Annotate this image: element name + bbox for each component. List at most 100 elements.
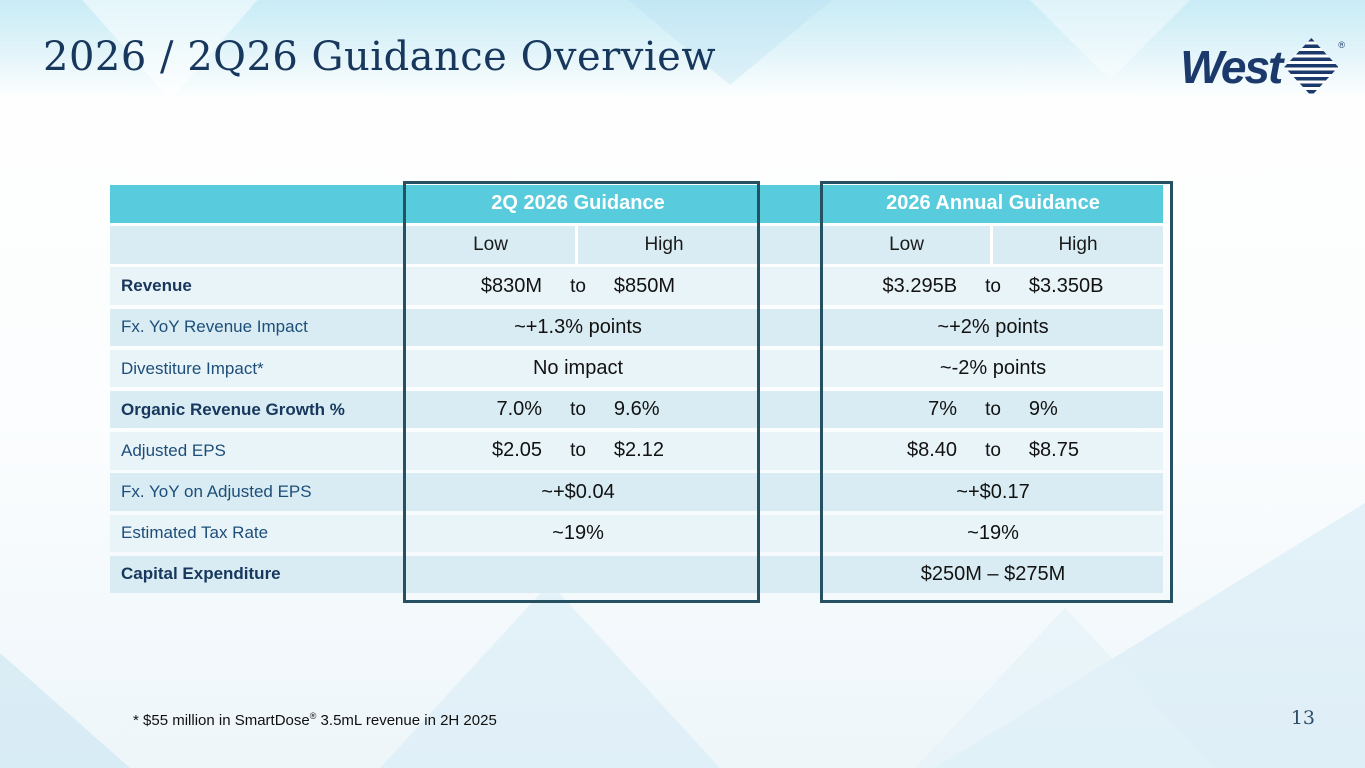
- range-connector: to: [985, 440, 1001, 462]
- range-low: 7%: [928, 398, 958, 421]
- subheader-2q-high: High: [578, 226, 750, 264]
- range-connector: to: [985, 399, 1001, 421]
- range-connector: to: [570, 275, 586, 297]
- single-value: ~+2% points: [937, 315, 1049, 338]
- spacer-cell: [750, 267, 823, 305]
- footnote-prefix: * $55 million in SmartDose: [133, 712, 310, 729]
- row-label-text: Divestiture Impact*: [121, 358, 264, 378]
- west-logo: West ®: [1180, 38, 1345, 96]
- range-low: $2.05: [492, 439, 543, 462]
- row-label-text: Adjusted EPS: [121, 440, 226, 460]
- range-high: $3.350B: [1028, 274, 1104, 297]
- annual-value-cell: ~19%: [823, 514, 1163, 552]
- spacer-cell: [750, 432, 823, 470]
- group-header-2q-text: 2Q 2026 Guidance: [491, 192, 665, 215]
- row-label-text: Estimated Tax Rate: [121, 523, 269, 543]
- table-row: Revenue $830M to $850M $3.295B to $3.350B: [110, 267, 1163, 305]
- west-wordmark: West: [1180, 41, 1283, 93]
- q2-value-cell: No impact: [406, 349, 750, 388]
- table-header-row: 2Q 2026 Guidance 2026 Annual Guidance: [110, 185, 1163, 223]
- q2-value-cell: ~+1.3% points: [406, 308, 750, 347]
- west-diamond-icon: [1284, 38, 1339, 96]
- annual-value-cell: ~+$0.17: [823, 473, 1163, 511]
- spacer-cell: [750, 473, 823, 511]
- annual-value-cell: ~+2% points: [823, 308, 1163, 347]
- single-value: ~+$0.17: [956, 480, 1030, 503]
- range-value: 7.0% to 9.6%: [496, 398, 659, 421]
- q2-value-cell: [406, 555, 750, 594]
- range-value: $8.40 to $8.75: [907, 439, 1079, 462]
- range-value: $830M to $850M: [481, 275, 675, 298]
- row-label: Adjusted EPS: [110, 432, 406, 470]
- spacer-cell: [750, 514, 823, 552]
- row-label-text: Organic Revenue Growth %: [121, 399, 345, 419]
- range-high: 9.6%: [613, 398, 660, 421]
- group-header-annual: 2026 Annual Guidance: [823, 185, 1163, 223]
- group-header-annual-text: 2026 Annual Guidance: [886, 192, 1100, 215]
- q2-value-cell: $830M to $850M: [406, 267, 750, 305]
- registered-mark: ®: [309, 711, 317, 721]
- annual-value-cell: $8.40 to $8.75: [823, 432, 1163, 470]
- spacer-cell: [750, 308, 823, 347]
- subheader-label-cell: [110, 226, 406, 264]
- row-label: Estimated Tax Rate: [110, 514, 406, 552]
- group-header-2q: 2Q 2026 Guidance: [406, 185, 750, 223]
- header-label-cell: [110, 185, 406, 223]
- range-value: $2.05 to $2.12: [492, 439, 664, 462]
- table-row: Adjusted EPS $2.05 to $2.12 $8.40 to $8.75: [110, 432, 1163, 470]
- single-value: $250M – $275M: [920, 562, 1066, 585]
- row-label: Revenue: [110, 267, 406, 305]
- single-value: No impact: [532, 357, 624, 379]
- table-row: Organic Revenue Growth % 7.0% to 9.6% 7% to 9%: [110, 390, 1163, 429]
- spacer-cell: [750, 390, 823, 429]
- background-shape: [0, 653, 130, 768]
- row-label-text: Capital Expenditure: [121, 564, 281, 584]
- annual-value-cell: $250M – $275M: [823, 555, 1163, 594]
- row-label: Fx. YoY on Adjusted EPS: [110, 473, 406, 511]
- range-high: $8.75: [1028, 439, 1079, 462]
- table-row: Estimated Tax Rate ~19% ~19%: [110, 514, 1163, 552]
- single-value: ~19%: [552, 521, 604, 544]
- background-shape: [380, 583, 720, 768]
- table-body: Revenue $830M to $850M $3.295B to $3.350B Fx. Y…: [110, 267, 1163, 594]
- table-row: Divestiture Impact* No impact ~-2% points: [110, 349, 1163, 388]
- spacer-cell: [750, 185, 823, 223]
- subheader-annual-low: Low: [823, 226, 993, 264]
- range-connector: to: [570, 440, 586, 462]
- table-row: Fx. YoY on Adjusted EPS ~+$0.04 ~+$0.17: [110, 473, 1163, 511]
- range-high: $850M: [613, 274, 676, 297]
- row-label-text: Fx. YoY on Adjusted EPS: [121, 482, 312, 502]
- subheader-annual-high: High: [993, 226, 1163, 264]
- row-label: Divestiture Impact*: [110, 349, 406, 388]
- range-low: 7.0%: [496, 398, 543, 421]
- range-high: $2.12: [613, 439, 664, 462]
- single-value: ~+1.3% points: [514, 315, 642, 338]
- range-value: 7% to 9%: [928, 398, 1058, 421]
- row-label-text: Revenue: [121, 276, 192, 296]
- table-row: Capital Expenditure $250M – $275M: [110, 555, 1163, 594]
- range-low: $830M: [480, 274, 543, 297]
- row-label: Organic Revenue Growth %: [110, 390, 406, 429]
- q2-value-cell: ~19%: [406, 514, 750, 552]
- range-connector: to: [985, 275, 1001, 297]
- range-high: 9%: [1028, 398, 1058, 421]
- row-label-text: Fx. YoY Revenue Impact: [121, 317, 308, 337]
- range-low: $3.295B: [882, 274, 958, 297]
- single-value: ~19%: [967, 521, 1019, 544]
- registered-mark: ®: [1338, 40, 1345, 50]
- range-value: $3.295B to $3.350B: [883, 275, 1104, 298]
- row-label: Capital Expenditure: [110, 555, 406, 594]
- annual-value-cell: ~-2% points: [823, 349, 1163, 388]
- table-subheader-row: Low High Low High: [110, 226, 1163, 264]
- single-value: ~-2% points: [939, 357, 1047, 379]
- q2-value-cell: 7.0% to 9.6%: [406, 390, 750, 429]
- q2-value-cell: ~+$0.04: [406, 473, 750, 511]
- q2-value-cell: $2.05 to $2.12: [406, 432, 750, 470]
- range-low: $8.40: [907, 439, 958, 462]
- table-row: Fx. YoY Revenue Impact ~+1.3% points ~+2% …: [110, 308, 1163, 347]
- spacer-cell: [750, 349, 823, 388]
- subheader-2q-low: Low: [406, 226, 578, 264]
- range-connector: to: [570, 399, 586, 421]
- guidance-table: 2Q 2026 Guidance 2026 Annual Guidance Lo…: [110, 181, 1173, 603]
- annual-value-cell: $3.295B to $3.350B: [823, 267, 1163, 305]
